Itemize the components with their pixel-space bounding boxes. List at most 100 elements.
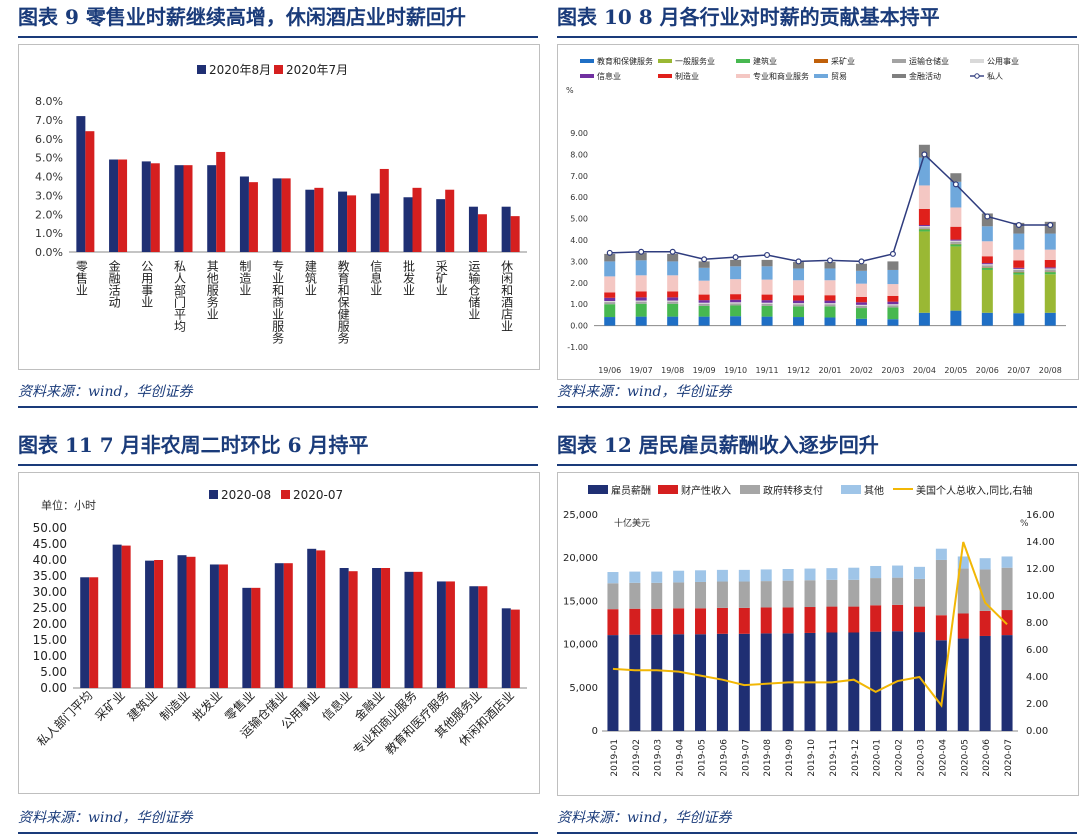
y-tick-label-right: 6.00 — [1026, 645, 1048, 656]
stacked-segment — [950, 240, 962, 242]
stacked-segment — [667, 303, 679, 317]
bar — [150, 163, 160, 252]
x-tick-label: 建筑业 — [124, 688, 160, 724]
line-point — [669, 248, 676, 255]
stacked-segment — [698, 261, 710, 268]
y-tick-label: 8.0% — [35, 95, 63, 108]
stacked-segment — [793, 295, 805, 301]
stacked-segment — [760, 633, 772, 731]
stacked-segment — [887, 304, 899, 306]
y-tick-label: 7.00 — [570, 172, 588, 181]
stacked-segment — [1013, 272, 1025, 275]
stacked-segment — [918, 144, 930, 158]
y-tick-label: 10.00 — [33, 649, 67, 663]
legend-label: 教育和保健服务 — [597, 56, 653, 66]
stacked-segment — [824, 303, 836, 305]
bar — [281, 178, 291, 252]
chart-frame: 教育和保健服务 一般服务业 建筑业 采矿业 运输仓储业 公用事业 信息业 制造业 专业和商业服务… — [557, 44, 1079, 380]
stacked-segment — [635, 252, 647, 261]
y-tick-label: 50.00 — [33, 521, 67, 535]
stacked-segment — [855, 263, 867, 271]
stacked-segment — [887, 307, 899, 320]
y-tick-label: 1.0% — [35, 227, 63, 240]
bar — [145, 560, 155, 688]
y-tick-label-left: 10,000 — [563, 640, 598, 651]
y-tick-label: 9.00 — [570, 129, 588, 138]
x-tick-label: 20/02 — [850, 366, 873, 375]
bar — [370, 193, 380, 252]
bar — [348, 571, 358, 688]
unit-label: 单位：小时 — [41, 498, 96, 512]
stacked-segment — [870, 605, 882, 632]
bar — [207, 165, 217, 252]
stacked-segment — [793, 317, 805, 326]
legend-label: 贸易 — [831, 71, 847, 81]
x-tick-label: 金融活动 — [107, 259, 121, 308]
x-tick-label: 休闲和酒店业 — [500, 260, 514, 332]
stacked-segment — [635, 303, 647, 317]
bar — [174, 165, 184, 252]
stacked-segment — [981, 267, 993, 270]
stacked-segment — [793, 304, 805, 307]
x-tick-label: 采矿业 — [434, 260, 448, 296]
legend-swatch — [736, 59, 750, 63]
x-tick-label: 信息业 — [319, 688, 355, 724]
stacked-segment — [1013, 267, 1025, 269]
stacked-segment — [673, 570, 685, 583]
stacked-segment — [979, 635, 991, 731]
stacked-segment — [698, 300, 710, 303]
stacked-segment — [1044, 268, 1056, 270]
line-point — [732, 254, 739, 261]
y-tick-label: 7.0% — [35, 114, 63, 127]
legend-swatch — [580, 59, 594, 63]
stacked-segment — [635, 291, 647, 298]
y-tick-label: 3.0% — [35, 189, 63, 202]
y-tick-label: 0.00 — [40, 681, 67, 695]
bar — [379, 168, 389, 252]
bar — [85, 131, 95, 252]
bar — [121, 545, 131, 688]
stacked-segment — [950, 241, 962, 244]
line-point — [606, 249, 613, 256]
stacked-segment — [761, 266, 773, 280]
x-tick-label: 20/04 — [913, 366, 936, 375]
stacked-segment — [981, 312, 993, 326]
stacked-segment — [950, 181, 962, 208]
bar — [412, 187, 422, 252]
x-tick-label: 19/06 — [598, 366, 621, 375]
x-tick-label: 2020-06 — [982, 739, 992, 777]
stacked-segment — [981, 226, 993, 242]
stacked-segment — [629, 608, 641, 635]
stacked-segment — [887, 301, 899, 305]
stacked-segment — [698, 303, 710, 306]
stacked-segment — [738, 569, 750, 582]
stacked-segment — [804, 607, 816, 633]
panel-title: 图表 11 7 月非农周二时环比 6 月持平 — [18, 428, 538, 466]
stacked-segment — [782, 569, 794, 581]
y-tick-label: 6.00 — [570, 193, 588, 202]
x-tick-label: 2019-02 — [632, 739, 642, 777]
stacked-segment — [804, 568, 816, 581]
stacked-segment — [855, 296, 867, 303]
x-tick-label: 建筑业 — [303, 260, 317, 296]
x-tick-label: 专业和商业服务 — [271, 259, 285, 344]
stacked-segment — [667, 300, 679, 302]
y-tick-label: 25.00 — [33, 601, 67, 615]
legend-swatch — [814, 74, 828, 78]
line-point — [952, 181, 959, 188]
stacked-segment — [870, 631, 882, 731]
stacked-segment — [730, 303, 742, 306]
stacked-segment — [635, 275, 647, 292]
bar — [89, 577, 99, 688]
y-tick-label: 0.00 — [570, 322, 588, 331]
stacked-segment — [716, 607, 728, 634]
stacked-segment — [667, 297, 679, 301]
stacked-segment — [1044, 233, 1056, 250]
bar — [316, 550, 326, 688]
stacked-segment — [913, 578, 925, 607]
legend-label: 雇员薪酬 — [611, 484, 651, 497]
stacked-segment — [730, 266, 742, 280]
bar — [478, 586, 488, 688]
